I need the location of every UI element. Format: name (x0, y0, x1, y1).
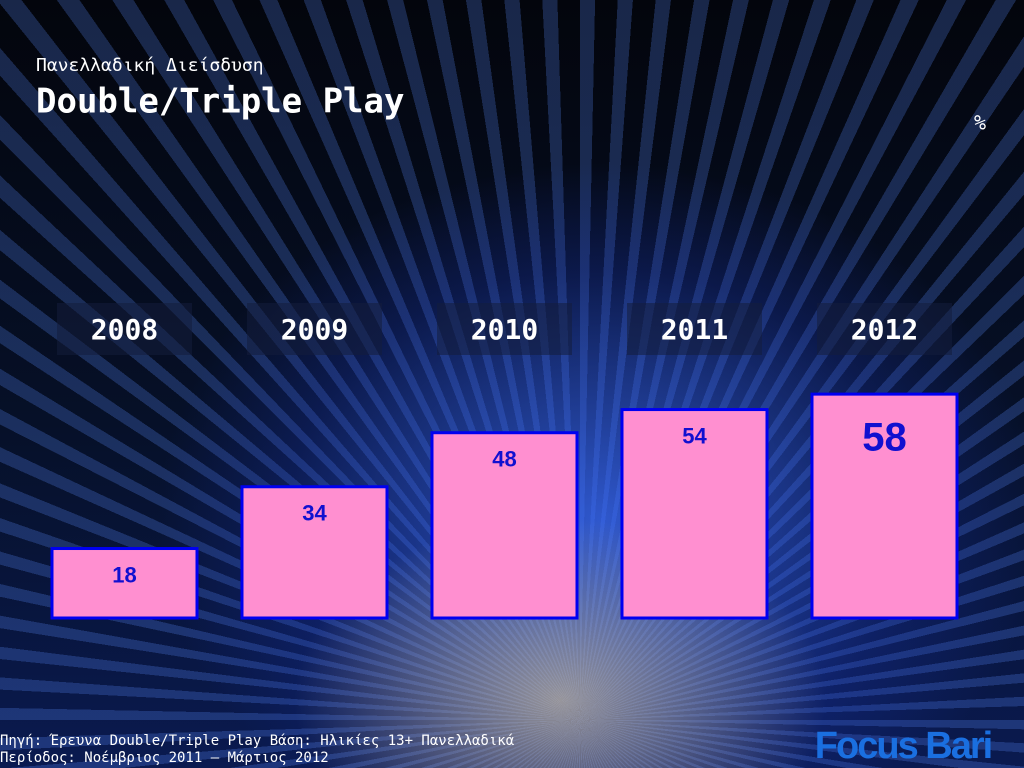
x-tick-label: 2012 (851, 313, 918, 346)
bar (50, 547, 199, 620)
period-note: Περίοδος: Νοέμβριος 2011 – Μάρτιος 2012 (0, 750, 329, 766)
category-box (437, 303, 572, 355)
value-label: 34 (302, 501, 327, 526)
x-tick-label: 2010 (471, 313, 538, 346)
x-tick-label: 2008 (91, 313, 158, 346)
value-label: 18 (112, 562, 136, 587)
bar (620, 408, 769, 620)
bar (240, 485, 389, 620)
bar (810, 392, 959, 620)
x-tick-label: 2009 (281, 313, 348, 346)
source-note: Πηγή: Έρευνα Double/Triple Play Βάση: Ηλ… (0, 733, 515, 749)
bar (430, 431, 579, 620)
category-box (817, 303, 952, 355)
value-label: 54 (682, 423, 707, 448)
subtitle: Πανελλαδική Διείσδυση (36, 55, 264, 76)
x-tick-label: 2011 (661, 313, 728, 346)
value-label: 48 (492, 447, 516, 472)
value-label: 58 (862, 416, 907, 460)
unit-label: % (974, 111, 986, 135)
logo: Focus Bari (815, 725, 991, 767)
category-box (247, 303, 382, 355)
chart-title: Double/Triple Play (36, 82, 404, 122)
category-box (57, 303, 192, 355)
category-box (627, 303, 762, 355)
